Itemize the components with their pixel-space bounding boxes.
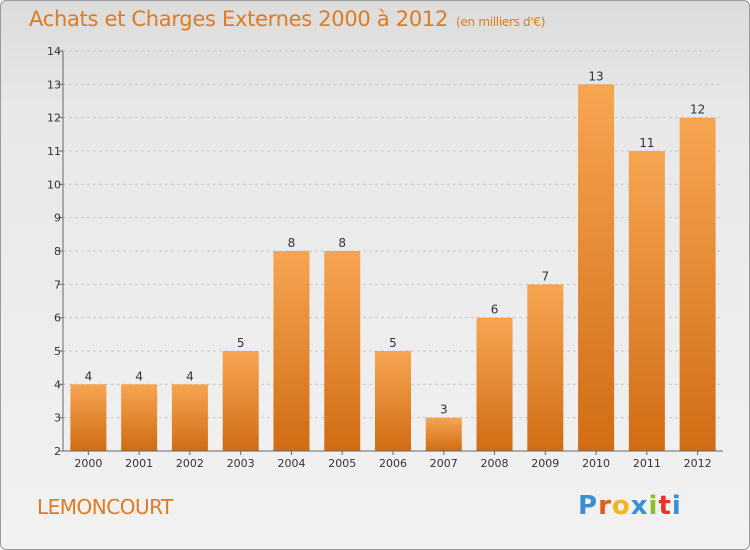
bar — [375, 351, 411, 451]
bar — [679, 117, 716, 452]
commune-name: LEMONCOURT — [37, 495, 173, 519]
logo-letter: r — [598, 491, 612, 521]
x-tick-label: 2005 — [328, 457, 356, 470]
data-label: 4 — [186, 369, 194, 383]
y-tick-label: 12 — [47, 112, 61, 125]
data-label: 13 — [588, 69, 603, 83]
y-tick-label: 10 — [47, 178, 61, 191]
logo-letter: t — [658, 491, 672, 521]
x-tick-label: 2012 — [684, 457, 712, 470]
proxiti-logo[interactable]: Proxiti — [578, 491, 682, 521]
y-tick-label: 8 — [54, 245, 61, 258]
data-label: 4 — [85, 369, 93, 383]
data-label: 12 — [690, 103, 705, 117]
x-axis: 2000 2001 2002 2003 2004 2005 2006 2007 2008 2009… — [63, 450, 723, 470]
y-tick-label: 9 — [54, 212, 61, 225]
data-label: 11 — [639, 136, 654, 150]
y-tick-label: 4 — [54, 378, 61, 391]
x-tick-label: 2001 — [125, 457, 153, 470]
bar — [324, 251, 361, 451]
bar — [171, 384, 208, 451]
bar — [527, 284, 564, 451]
x-tick-label: 2002 — [176, 457, 204, 470]
chart-title-text: Achats et Charges Externes 2000 à 2012 — [29, 7, 449, 31]
x-tick-label: 2004 — [277, 457, 305, 470]
chart-unit: (en milliers d'€) — [456, 15, 546, 29]
y-tick-label: 5 — [54, 345, 61, 358]
data-label: 8 — [338, 236, 346, 250]
x-tick-label: 2011 — [633, 457, 661, 470]
x-tick-label: 2008 — [481, 457, 509, 470]
y-tick-label: 3 — [54, 412, 61, 425]
y-tick-label: 14 — [47, 45, 61, 58]
bar — [273, 251, 310, 451]
bar — [70, 384, 107, 451]
x-tick-label: 2003 — [227, 457, 255, 470]
data-label: 3 — [440, 403, 448, 417]
y-tick-label: 13 — [47, 78, 61, 91]
bars: 4 4 4 5 8 8 5 3 6 7 13 11 12 — [70, 69, 716, 452]
data-label: 8 — [288, 236, 296, 250]
logo-letter: o — [611, 491, 631, 521]
x-tick-label: 2000 — [74, 457, 102, 470]
logo-letter: i — [648, 491, 659, 521]
logo-letter: i — [671, 491, 682, 521]
bar — [476, 317, 513, 451]
data-label: 4 — [135, 369, 143, 383]
bar — [425, 417, 462, 451]
y-axis: 2 3 4 5 6 7 8 9 10 11 12 13 14 — [47, 45, 64, 458]
y-tick-label: 7 — [54, 278, 61, 291]
data-label: 5 — [237, 336, 245, 350]
x-tick-label: 2010 — [582, 457, 610, 470]
bar — [121, 384, 158, 451]
bar — [578, 84, 615, 451]
logo-letter: x — [630, 491, 649, 521]
data-label: 5 — [389, 336, 397, 350]
x-tick-label: 2009 — [531, 457, 559, 470]
data-label: 7 — [541, 269, 549, 283]
x-tick-label: 2006 — [379, 457, 407, 470]
logo-letter: P — [578, 491, 599, 521]
data-label: 6 — [491, 303, 499, 317]
chart-title: Achats et Charges Externes 2000 à 2012 (e… — [29, 7, 545, 31]
y-tick-label: 6 — [54, 312, 61, 325]
y-tick-label: 2 — [54, 445, 61, 458]
bar — [628, 151, 665, 451]
x-tick-label: 2007 — [430, 457, 458, 470]
y-tick-label: 11 — [47, 145, 61, 158]
bar — [222, 351, 259, 451]
